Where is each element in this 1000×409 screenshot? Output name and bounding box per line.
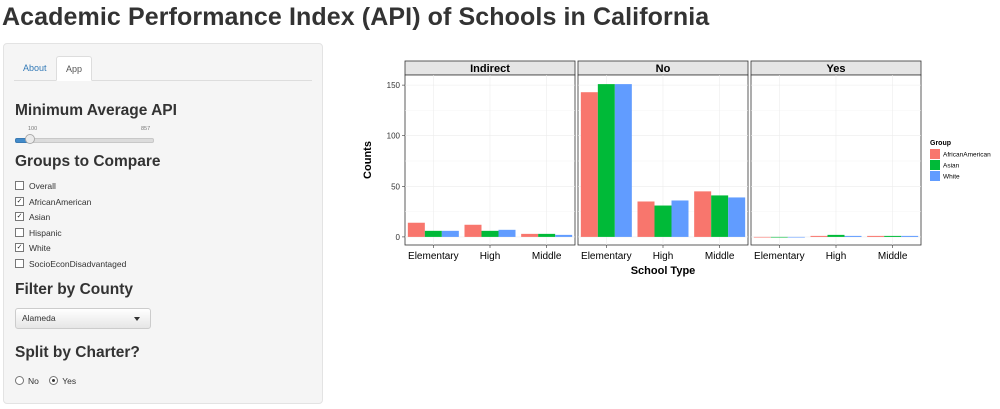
bar [614, 84, 632, 237]
radio-yes[interactable] [49, 376, 59, 386]
bar [884, 235, 902, 237]
county-select-value: Alameda [22, 313, 56, 323]
county-select[interactable]: Alameda [15, 308, 151, 329]
group-option-label: Overall [29, 181, 56, 191]
tab-about[interactable]: About [23, 63, 47, 73]
checkbox-checked[interactable]: ✓ [15, 196, 24, 206]
checkbox-checked[interactable]: ✓ [15, 243, 24, 253]
checkbox-unchecked[interactable] [15, 227, 24, 237]
bar [770, 236, 788, 238]
checkbox-unchecked[interactable] [15, 258, 24, 268]
bar [753, 236, 771, 238]
radio-no-label: No [28, 376, 39, 386]
min-api-slider[interactable]: 100 857 [15, 126, 155, 148]
min-api-heading: Minimum Average API [15, 102, 177, 119]
group-option[interactable]: Hispanic [15, 226, 62, 240]
sidebar-panel: About App Minimum Average API 100 857 Gr… [3, 43, 323, 404]
slider-max-label: 857 [141, 126, 151, 132]
checkbox-unchecked[interactable] [15, 181, 24, 191]
checkbox-checked[interactable]: ✓ [15, 212, 24, 222]
bar [498, 229, 516, 237]
group-option-label: AfricanAmerican [29, 196, 92, 207]
groups-heading: Groups to Compare [15, 153, 161, 170]
legend-swatch [930, 160, 940, 170]
county-heading: Filter by County [15, 281, 133, 298]
legend-label: Asian [943, 163, 960, 170]
charter-radio-group: No Yes [15, 374, 76, 388]
x-tick-label: Middle [705, 251, 735, 262]
facet-label: No [656, 63, 671, 75]
faceted-bar-chart: Counts 0 50 100 150 Indirect Elementary High Mid… [362, 60, 991, 277]
bar [538, 233, 556, 237]
charter-option-no[interactable]: No [15, 376, 41, 386]
group-option-label: White [29, 243, 51, 253]
y-tick-label: 100 [387, 132, 401, 141]
x-tick-label: Elementary [408, 251, 459, 262]
y-tick-label: 150 [387, 81, 401, 90]
bar [901, 235, 919, 237]
bar [654, 205, 672, 237]
group-option[interactable]: ✓ AfricanAmerican [15, 195, 91, 209]
charter-option-yes[interactable]: Yes [49, 376, 76, 386]
x-tick-label: Middle [878, 251, 908, 262]
bar [521, 233, 539, 237]
x-tick-label: Middle [532, 251, 562, 262]
radio-yes-label: Yes [62, 376, 77, 386]
bar [637, 201, 655, 237]
charter-heading: Split by Charter? [15, 344, 140, 361]
bar [671, 200, 689, 237]
bar [787, 236, 805, 238]
group-option-label: Asian [29, 212, 51, 222]
bar [441, 230, 459, 237]
page-title: Academic Performance Index (API) of Scho… [2, 3, 710, 31]
bar [810, 235, 828, 237]
bar [844, 235, 862, 237]
x-axis-title: School Type [631, 265, 696, 277]
group-option[interactable]: SocioEconDisadvantaged [15, 257, 126, 271]
slider-track[interactable] [15, 138, 154, 143]
bar [867, 235, 885, 237]
bar [827, 234, 845, 237]
y-tick-label: 0 [396, 233, 401, 242]
y-tick-label: 50 [391, 182, 400, 191]
tab-app[interactable]: App [56, 56, 93, 81]
caret-down-icon [134, 317, 140, 321]
slider-handle[interactable] [25, 134, 35, 144]
legend-title: Group [930, 140, 951, 147]
bar [597, 84, 615, 237]
legend-label: White [943, 174, 960, 181]
bar [728, 197, 746, 237]
group-option[interactable]: ✓ Asian [15, 210, 50, 224]
tab-bar: About App [14, 56, 312, 81]
x-tick-label: High [826, 251, 847, 262]
group-option[interactable]: Overall [15, 179, 56, 193]
slider-min-label: 100 [28, 126, 38, 132]
bar [555, 234, 573, 237]
bar [464, 224, 482, 237]
x-tick-label: High [653, 251, 674, 262]
legend-swatch [930, 149, 940, 159]
legend-label: AfricanAmerican [943, 152, 991, 159]
radio-no[interactable] [15, 376, 24, 386]
legend-swatch [930, 171, 940, 181]
group-option-label: SocioEconDisadvantaged [29, 258, 127, 269]
x-tick-label: Elementary [754, 251, 805, 262]
y-axis-title: Counts [362, 141, 374, 179]
group-option[interactable]: ✓ White [15, 241, 51, 255]
facet-label: Yes [827, 63, 846, 75]
x-tick-label: Elementary [581, 251, 632, 262]
bar [580, 92, 598, 237]
bar [407, 222, 425, 237]
group-option-label: Hispanic [29, 227, 62, 238]
bar [481, 230, 499, 237]
facet-label: Indirect [470, 63, 510, 75]
bar [694, 191, 712, 237]
bar [424, 230, 442, 237]
x-tick-label: High [480, 251, 501, 262]
bar [711, 195, 729, 237]
